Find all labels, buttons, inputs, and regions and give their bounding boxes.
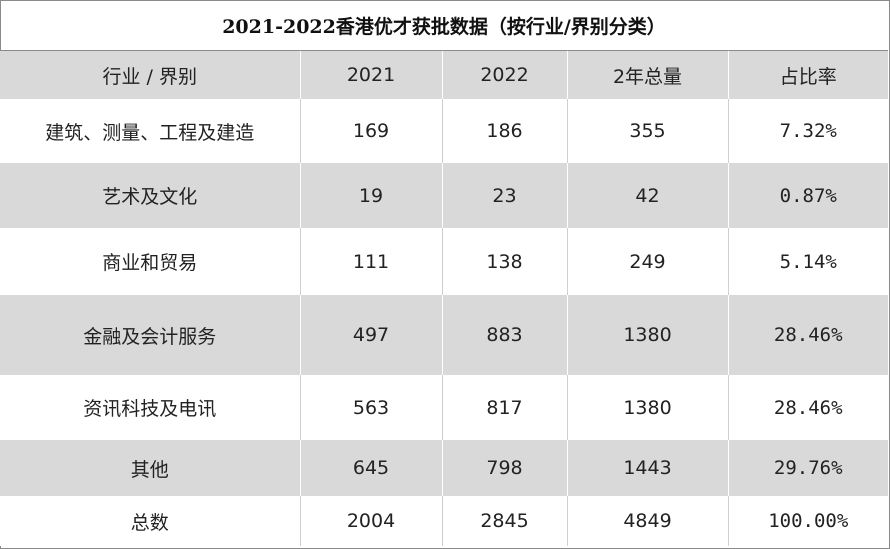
header-2021: 2021 xyxy=(299,51,443,99)
table-row: 其他 645 798 1443 29.76% xyxy=(0,440,888,496)
table-row: 金融及会计服务 497 883 1380 28.46% xyxy=(0,295,888,375)
ratio-cell: 7.32% xyxy=(727,99,888,163)
total-cell: 249 xyxy=(566,228,729,295)
total-cell: 1443 xyxy=(566,440,729,496)
category-cell: 其他 xyxy=(0,440,301,496)
ratio-cell: 28.46% xyxy=(727,375,888,440)
value-2022-cell: 817 xyxy=(441,375,568,440)
value-2022-cell: 2845 xyxy=(441,496,568,546)
data-table: 行业 / 界别 2021 2022 2年总量 占比率 建筑、测量、工程及建造 1… xyxy=(0,51,888,546)
value-2021-cell: 563 xyxy=(299,375,443,440)
total-cell: 1380 xyxy=(566,375,729,440)
table-row: 资讯科技及电讯 563 817 1380 28.46% xyxy=(0,375,888,440)
ratio-cell: 100.00% xyxy=(727,496,888,546)
value-2021-cell: 2004 xyxy=(299,496,443,546)
table-row: 艺术及文化 19 23 42 0.87% xyxy=(0,163,888,228)
value-2022-cell: 883 xyxy=(441,295,568,375)
category-cell: 艺术及文化 xyxy=(0,163,301,228)
value-2022-cell: 186 xyxy=(441,99,568,163)
value-2021-cell: 645 xyxy=(299,440,443,496)
header-total: 2年总量 xyxy=(566,51,729,99)
value-2021-cell: 169 xyxy=(299,99,443,163)
header-row: 行业 / 界别 2021 2022 2年总量 占比率 xyxy=(0,51,888,99)
table-row: 商业和贸易 111 138 249 5.14% xyxy=(0,228,888,295)
ratio-cell: 28.46% xyxy=(727,295,888,375)
header-category: 行业 / 界别 xyxy=(0,51,301,99)
category-cell: 资讯科技及电讯 xyxy=(0,375,301,440)
category-cell: 建筑、测量、工程及建造 xyxy=(0,99,301,163)
total-cell: 4849 xyxy=(566,496,729,546)
table-row: 建筑、测量、工程及建造 169 186 355 7.32% xyxy=(0,99,888,163)
ratio-cell: 5.14% xyxy=(727,228,888,295)
category-cell: 金融及会计服务 xyxy=(0,295,301,375)
header-ratio: 占比率 xyxy=(727,51,888,99)
header-2022: 2022 xyxy=(441,51,568,99)
total-cell: 1380 xyxy=(566,295,729,375)
total-cell: 42 xyxy=(566,163,729,228)
total-cell: 355 xyxy=(566,99,729,163)
ratio-cell: 29.76% xyxy=(727,440,888,496)
value-2021-cell: 497 xyxy=(299,295,443,375)
total-row: 总数 2004 2845 4849 100.00% xyxy=(0,496,888,546)
value-2022-cell: 798 xyxy=(441,440,568,496)
value-2021-cell: 19 xyxy=(299,163,443,228)
category-cell: 总数 xyxy=(0,496,301,546)
value-2022-cell: 138 xyxy=(441,228,568,295)
value-2022-cell: 23 xyxy=(441,163,568,228)
category-cell: 商业和贸易 xyxy=(0,228,301,295)
value-2021-cell: 111 xyxy=(299,228,443,295)
ratio-cell: 0.87% xyxy=(727,163,888,228)
table-title: 2021-2022香港优才获批数据（按行业/界别分类） xyxy=(0,0,888,51)
